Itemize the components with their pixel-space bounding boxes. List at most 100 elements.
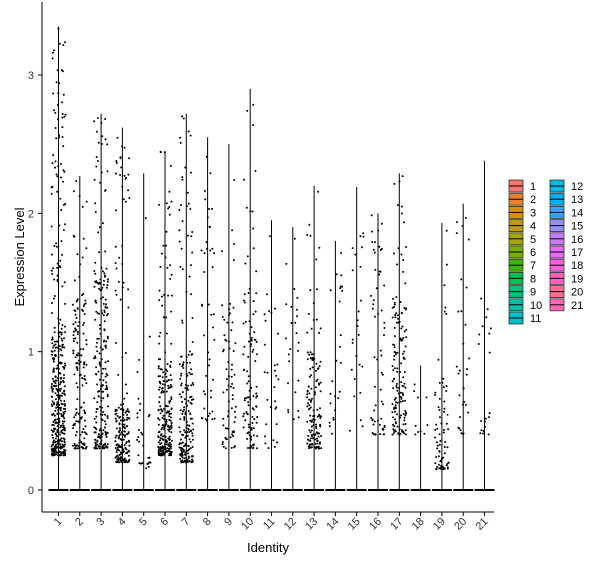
data-point (315, 380, 318, 383)
data-point (50, 448, 53, 451)
data-point (97, 436, 100, 439)
data-point (362, 232, 365, 235)
data-point (332, 418, 335, 421)
data-point (310, 327, 313, 330)
legend-label: 7 (530, 260, 536, 272)
data-point (100, 288, 103, 291)
data-point (393, 377, 395, 380)
data-point (445, 390, 448, 392)
data-point (455, 221, 458, 224)
data-point (186, 361, 189, 364)
data-point (360, 246, 363, 249)
data-point (351, 269, 354, 272)
data-point (54, 375, 57, 378)
data-point (168, 415, 171, 418)
data-point (78, 275, 81, 278)
data-point (63, 420, 66, 423)
x-tick-label: 21 (473, 516, 490, 533)
data-point (391, 403, 394, 405)
data-point (106, 393, 109, 396)
x-tick-label: 20 (452, 516, 469, 533)
x-tick-label: 2 (73, 516, 86, 529)
data-point (76, 330, 79, 333)
data-point (334, 395, 337, 398)
data-point (404, 282, 407, 285)
data-point (374, 241, 376, 244)
data-point (99, 405, 101, 408)
data-point (61, 432, 64, 434)
data-point (309, 406, 312, 409)
data-point (98, 390, 101, 392)
data-point (123, 430, 126, 433)
data-point (164, 351, 167, 354)
data-point (122, 413, 125, 416)
data-point (184, 413, 187, 416)
data-point (180, 438, 183, 441)
data-point (96, 443, 99, 446)
data-point (76, 386, 79, 389)
data-point (51, 450, 54, 453)
data-point (73, 373, 76, 376)
data-point (72, 340, 75, 343)
data-point (50, 302, 53, 304)
data-point (127, 173, 130, 176)
data-point (169, 374, 172, 377)
data-point (82, 348, 85, 351)
violin-2 (69, 175, 90, 491)
data-point (94, 431, 97, 434)
data-point (309, 351, 312, 354)
data-point (162, 438, 165, 441)
data-point (211, 207, 213, 210)
data-point (120, 452, 123, 455)
data-point (76, 398, 79, 401)
data-point (137, 454, 140, 457)
data-point (170, 443, 172, 446)
data-point (186, 374, 189, 377)
data-point (184, 453, 187, 456)
x-tick-label: 12 (282, 516, 299, 533)
data-point (248, 332, 251, 335)
data-point (56, 190, 59, 193)
data-point (62, 145, 65, 148)
data-point (107, 405, 110, 408)
data-point (165, 316, 168, 319)
data-point (159, 448, 162, 451)
data-point (82, 305, 85, 307)
data-point (162, 449, 164, 452)
data-point (255, 396, 258, 399)
data-point (315, 431, 318, 434)
data-point (253, 331, 256, 334)
data-point (102, 384, 104, 387)
data-point (167, 384, 170, 387)
data-point (231, 398, 234, 401)
data-point (161, 416, 164, 419)
data-point (114, 209, 117, 212)
data-point (106, 388, 109, 391)
data-point (397, 392, 400, 395)
data-point (396, 370, 399, 373)
data-point (189, 447, 192, 450)
data-point (484, 425, 486, 428)
data-point (106, 431, 109, 434)
data-point (60, 415, 63, 418)
data-point (297, 416, 300, 419)
legend-item-7: 7 (508, 258, 536, 272)
data-point (383, 426, 386, 428)
data-point (124, 383, 127, 386)
data-point (97, 231, 100, 234)
data-point (80, 441, 83, 443)
data-point (106, 284, 109, 287)
data-point (104, 431, 107, 433)
legend-item-5: 5 (508, 232, 536, 246)
data-point (395, 401, 397, 404)
data-point (348, 429, 351, 432)
data-point (297, 341, 300, 344)
data-point (413, 390, 416, 393)
data-point (95, 156, 98, 158)
data-point (316, 415, 319, 418)
data-point (53, 384, 56, 387)
data-point (306, 420, 309, 423)
data-point (61, 126, 64, 129)
data-point (74, 337, 77, 340)
data-point (359, 419, 362, 422)
